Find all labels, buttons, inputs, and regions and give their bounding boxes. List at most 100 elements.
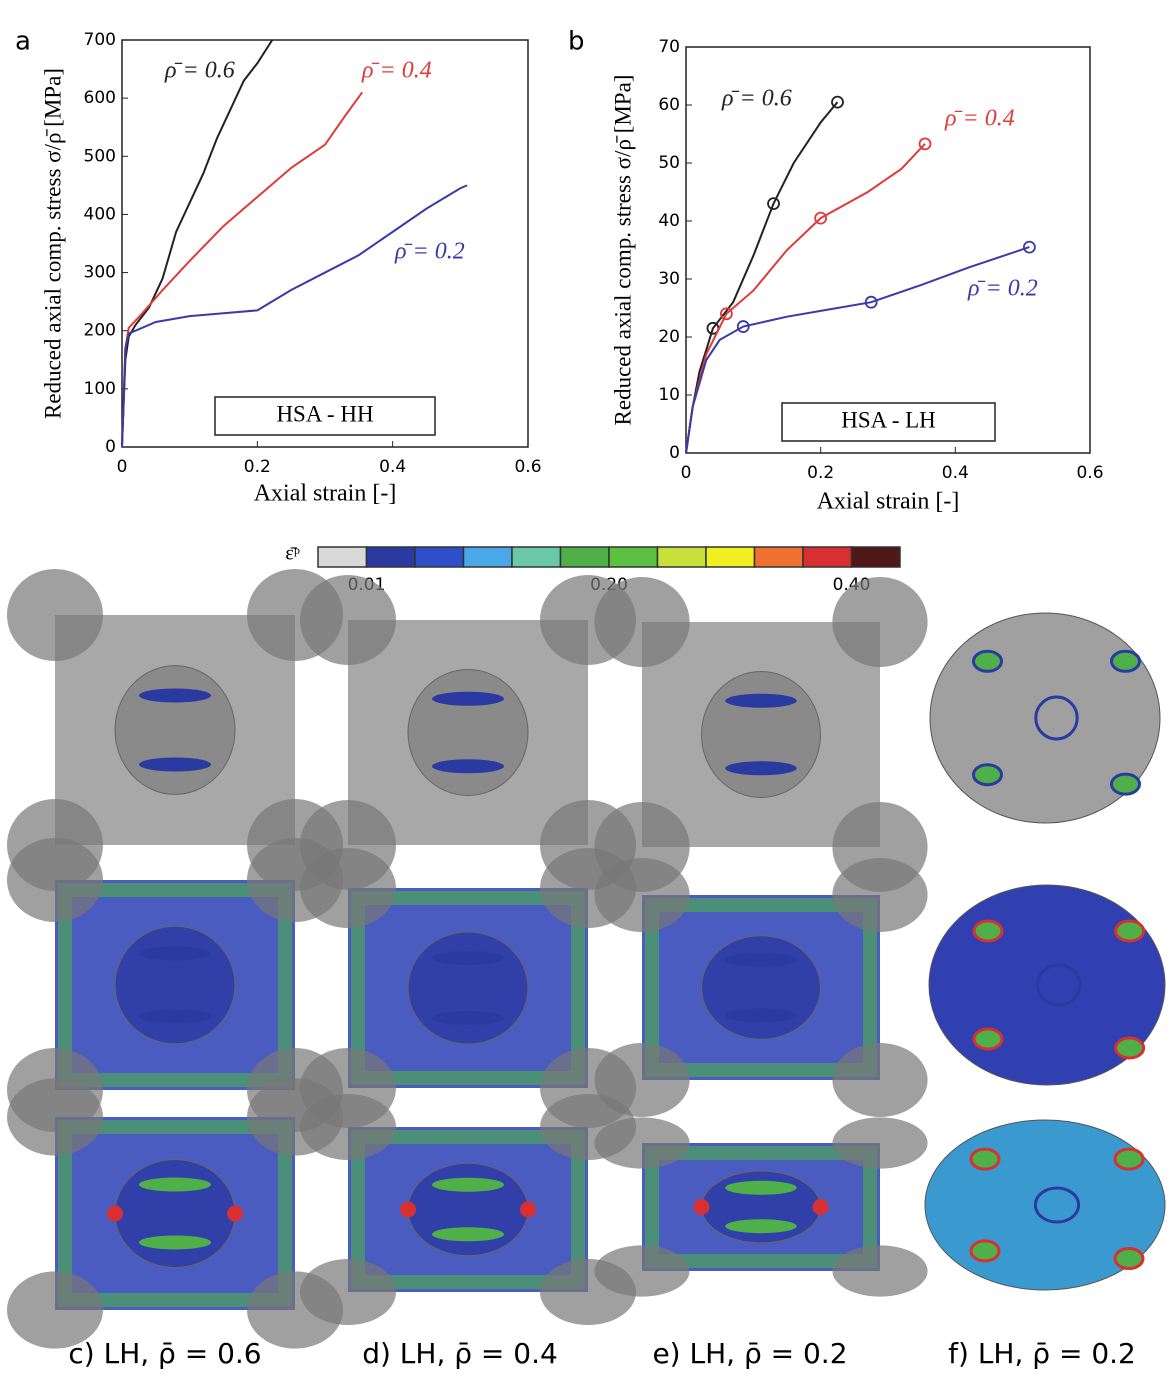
cell-sphere <box>407 1162 529 1257</box>
cell-corner <box>832 858 928 932</box>
y-axis-label: Reduced axial comp. stress σ/ρ̄ [MPa] <box>40 68 65 419</box>
label-box <box>214 396 436 436</box>
data-line <box>685 101 839 454</box>
strain-patch <box>432 759 504 774</box>
strain-patch <box>725 952 797 967</box>
sphere-spot <box>972 763 1003 787</box>
sphere-hole <box>1036 963 1082 1007</box>
strain-region <box>645 1146 877 1268</box>
x-axis-label: Axial strain [-] <box>254 481 397 507</box>
sphere-spot <box>1110 649 1141 673</box>
y-tick-label: 40 <box>658 211 680 231</box>
cell-corner <box>300 1259 396 1325</box>
strain-patch <box>139 1009 211 1024</box>
colorbar-segment <box>608 546 659 568</box>
panel-label: a <box>15 27 31 57</box>
y-tick-label: 60 <box>658 95 680 115</box>
cell-corner <box>7 1078 103 1156</box>
cell-corner <box>7 1271 103 1349</box>
y-tick-label: 70 <box>658 37 680 57</box>
sphere-spot <box>1110 772 1141 796</box>
data-marker <box>831 95 844 109</box>
colorbar-label: ε̄ᵖ <box>285 543 300 565</box>
cell-sphere <box>407 669 529 796</box>
plot-frame <box>121 39 529 448</box>
cell-corner <box>594 858 690 932</box>
cell-corner <box>7 838 103 922</box>
cell-corner <box>832 1245 928 1297</box>
colorbar-segment <box>511 546 562 568</box>
strain-patch <box>725 1219 797 1234</box>
y-tick-label: 300 <box>84 263 116 283</box>
strain-patch <box>432 1177 504 1192</box>
hot-spot <box>520 1201 536 1218</box>
cell-sphere <box>407 931 529 1045</box>
cell-corner <box>7 569 103 661</box>
sphere-hole <box>1033 1186 1081 1224</box>
data-marker <box>814 211 828 225</box>
box-label: HSA - HH <box>276 401 373 426</box>
sphere-spot <box>1113 1247 1145 1271</box>
data-line <box>121 39 274 448</box>
strain-patch <box>432 951 504 965</box>
y-tick-label: 30 <box>658 269 680 289</box>
cell-corner <box>594 577 690 667</box>
panel-caption: c) LH, ρ̄ = 0.6 <box>68 1337 261 1370</box>
cell-sphere <box>114 1158 236 1269</box>
strain-patch <box>725 1180 797 1195</box>
x-tick-label: 0.4 <box>379 457 406 477</box>
y-tick-label: 10 <box>658 385 680 405</box>
data-marker <box>918 137 932 151</box>
strain-patch <box>432 1011 504 1025</box>
sphere-spot <box>972 649 1003 673</box>
y-tick-label: 100 <box>84 379 116 399</box>
cell-sphere <box>114 925 236 1045</box>
series-label: ρ̄ = 0.4 <box>361 58 432 84</box>
data-marker <box>1023 240 1036 254</box>
cell-sphere <box>114 665 236 795</box>
strain-patch <box>139 757 211 772</box>
cell-corner <box>832 1043 928 1117</box>
hot-spot <box>400 1201 416 1218</box>
y-tick-label: 600 <box>84 88 116 108</box>
colorbar-segment <box>365 546 416 568</box>
label-box <box>781 402 996 442</box>
colorbar-segment <box>850 546 901 568</box>
y-tick-label: 700 <box>84 30 116 50</box>
panel-caption: e) LH, ρ̄ = 0.2 <box>652 1337 847 1370</box>
hot-spot <box>693 1199 710 1215</box>
cell-corner <box>832 577 928 667</box>
plot-frame <box>685 46 1091 454</box>
sphere-spot <box>1114 919 1146 943</box>
cell-corner <box>300 848 396 928</box>
series-label: ρ̄ = 0.6 <box>721 86 792 112</box>
data-line <box>685 246 1030 454</box>
colorbar-segment <box>462 546 513 568</box>
strain-patch <box>432 1227 504 1242</box>
y-tick-label: 0 <box>669 443 680 463</box>
colorbar-segment <box>414 546 465 568</box>
cell-sphere <box>701 671 821 798</box>
panel-label: b <box>568 27 585 57</box>
colorbar-segment <box>317 546 368 568</box>
y-tick-label: 400 <box>84 204 116 224</box>
panel-caption: f) LH, ρ̄ = 0.2 <box>948 1337 1136 1370</box>
cell-corner <box>594 1043 690 1117</box>
strain-region <box>351 891 585 1085</box>
x-tick-label: 0 <box>117 457 128 477</box>
data-marker <box>767 197 780 211</box>
panel-caption: d) LH, ρ̄ = 0.4 <box>362 1337 558 1370</box>
x-tick-label: 0.2 <box>244 457 271 477</box>
sphere-spot <box>1113 1147 1145 1171</box>
series-label: ρ̄ = 0.2 <box>394 239 465 265</box>
data-line <box>121 91 364 448</box>
data-line <box>121 184 468 448</box>
x-axis-label: Axial strain [-] <box>817 489 960 515</box>
cell-corner <box>300 575 396 665</box>
strain-patch <box>139 1235 211 1250</box>
y-axis-label: Reduced axial comp. stress σ/ρ̄ [MPa] <box>610 75 635 426</box>
strain-region <box>58 1120 292 1307</box>
strain-region <box>645 898 877 1077</box>
sphere-spot <box>972 1027 1004 1051</box>
